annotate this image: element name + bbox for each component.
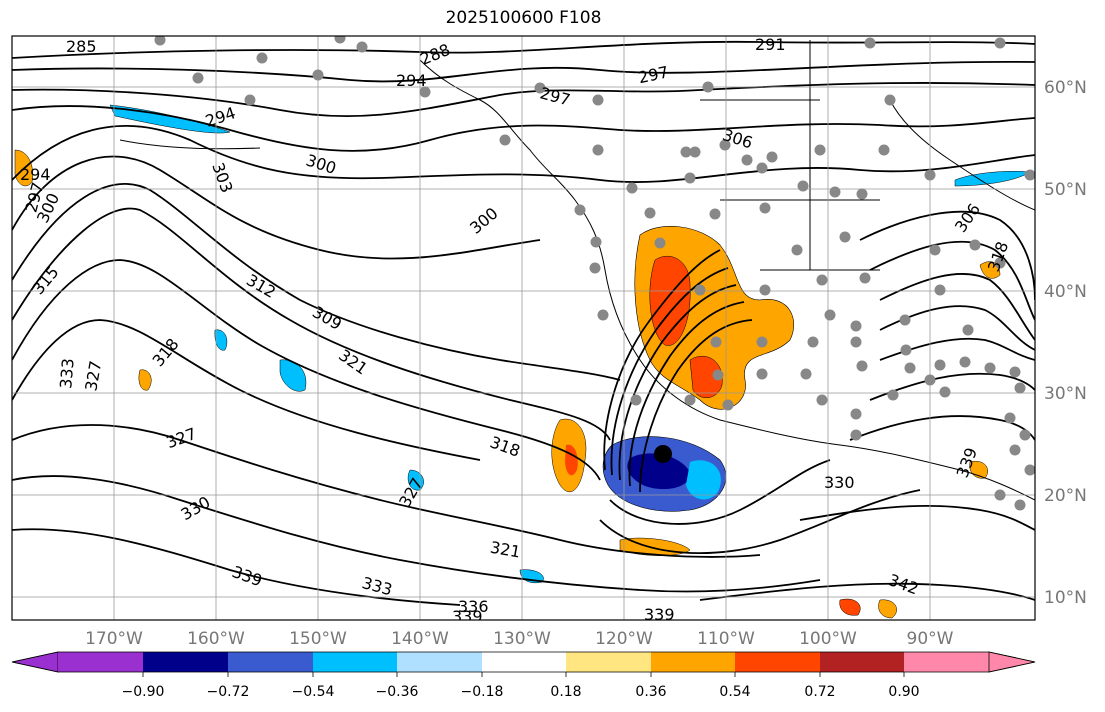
lon-label: 100°W: [799, 629, 857, 649]
lon-label: 110°W: [697, 629, 755, 649]
colorbar-tick-label: −0.36: [376, 684, 419, 700]
map-frame: [11, 35, 1036, 621]
station-dots: [154, 36, 1035, 511]
longitude-labels: 170°W 160°W 150°W 140°W 130°W 120°W 110°…: [85, 629, 954, 649]
lat-label: 40°N: [1044, 282, 1087, 302]
lon-label: 160°W: [187, 629, 245, 649]
colorbar-segment: [313, 652, 397, 672]
colorbar-segment: [482, 652, 566, 672]
colorbar-tick-label: 0.54: [719, 684, 750, 700]
latitude-labels: 60°N 50°N 40°N 30°N 20°N 10°N: [1044, 78, 1087, 608]
map-background: [12, 36, 1035, 620]
lon-label: 140°W: [391, 629, 449, 649]
lon-label: 150°W: [289, 629, 347, 649]
lat-label: 20°N: [1044, 486, 1087, 506]
contour-label: 294: [20, 165, 51, 184]
colorbar-high-extend: [988, 651, 1036, 673]
contour-label: 333: [56, 357, 78, 389]
colorbar-segment: [58, 652, 143, 672]
coastlines: [119, 40, 1035, 501]
colorbar: −0.90 −0.72 −0.54 −0.36 −0.18 0.18 0.36 …: [11, 651, 1036, 700]
map-title: 2025100600 F108: [445, 8, 602, 28]
colorbar-segment: [566, 652, 651, 672]
colorbar-low-extend: [11, 651, 59, 673]
contour-label: 294: [396, 71, 427, 90]
lon-label: 120°W: [595, 629, 653, 649]
contour-label: 291: [755, 35, 786, 54]
colorbar-segment: [651, 652, 735, 672]
colorbar-segment: [228, 652, 313, 672]
contour-label: 330: [824, 473, 855, 492]
lat-label: 30°N: [1044, 384, 1087, 404]
colorbar-segment: [397, 652, 482, 672]
cyclone-center-marker: [654, 445, 672, 463]
colorbar-tick-label: 0.90: [888, 684, 919, 700]
lat-label: 50°N: [1044, 180, 1087, 200]
colorbar-segment: [820, 652, 904, 672]
contour-lines: [12, 40, 1035, 606]
colorbar-tick-label: −0.72: [207, 684, 250, 700]
lat-label: 60°N: [1044, 78, 1087, 98]
lat-label: 10°N: [1044, 588, 1087, 608]
lon-label: 90°W: [907, 629, 954, 649]
colorbar-tick-label: 0.36: [635, 684, 666, 700]
contour-label: 336: [458, 597, 489, 616]
colorbar-tick-label: −0.18: [461, 684, 504, 700]
colorbar-segment: [143, 652, 228, 672]
colorbar-outline: [11, 651, 1036, 673]
colorbar-segment: [735, 652, 820, 672]
colorbar-tick-label: 0.18: [550, 684, 581, 700]
graticule: [12, 36, 1035, 620]
map-panel: 285 288 291 294 297 297 297 300 300 300 …: [11, 35, 1036, 626]
lon-label: 170°W: [85, 629, 143, 649]
lon-label: 130°W: [493, 629, 551, 649]
contour-label: 285: [66, 37, 97, 56]
contour-label: 339: [644, 605, 675, 624]
colorbar-tick-label: −0.54: [292, 684, 335, 700]
colorbar-segment: [904, 652, 989, 672]
colorbar-tick-label: 0.72: [804, 684, 835, 700]
colorbar-tick-label: −0.90: [122, 684, 165, 700]
contour-label: 339: [452, 607, 483, 626]
